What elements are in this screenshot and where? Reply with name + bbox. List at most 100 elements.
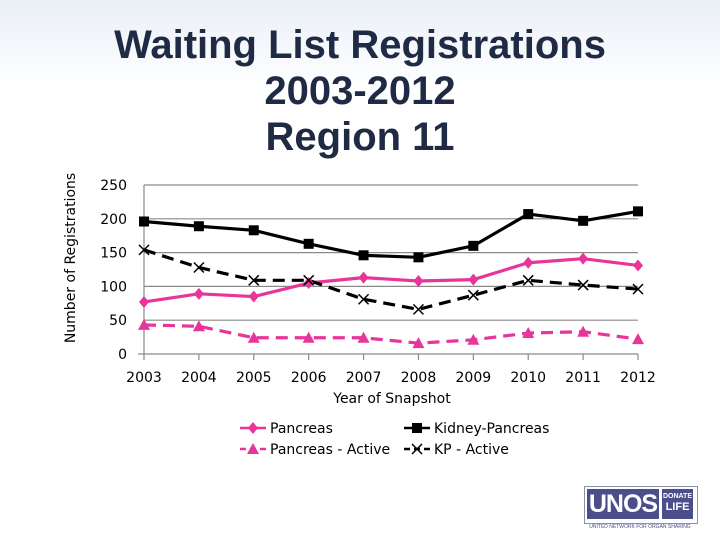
badge-line-1: DONATE — [662, 493, 693, 500]
logo-wordmark: UNOS — [587, 489, 659, 519]
x-tick-label-2011: 2011 — [565, 370, 601, 386]
point-kidney-pancreas-2004 — [193, 221, 204, 232]
legend-entry-kp-active: KP - Active — [404, 442, 509, 458]
series-line-pancreas-active — [143, 323, 639, 345]
point-kp-active-2009-b — [467, 289, 479, 301]
x-tick-label-2009: 2009 — [456, 370, 492, 386]
point-kidney-pancreas-2003 — [139, 216, 149, 227]
donate-life-badge: DONATE LIFE — [662, 489, 693, 519]
legend-label-pancreas-active: Pancreas - Active — [270, 442, 390, 458]
point-pancreas-2004 — [193, 287, 204, 300]
series-markers — [138, 206, 644, 349]
series-lines — [143, 209, 639, 345]
x-axis-title: Year of Snapshot — [332, 391, 451, 407]
point-kidney-pancreas-2009 — [468, 240, 479, 251]
point-pancreas-active-2006 — [302, 331, 315, 343]
point-kidney-pancreas-2011 — [578, 215, 589, 226]
title-line-2: 2003-2012 — [264, 69, 456, 113]
series-line-pancreas — [143, 257, 639, 304]
point-pancreas-active-2007 — [357, 331, 370, 343]
unos-logo: UNOS DONATE LIFE UNITED NETWORK FOR ORGA… — [584, 486, 698, 532]
badge-line-2: LIFE — [665, 501, 690, 513]
y-tick-labels: 0 50 100 150 200 250 — [100, 178, 127, 363]
series-line-kp-active — [143, 248, 639, 311]
point-pancreas-active-2005 — [247, 331, 260, 343]
y-tick-label-100: 100 — [100, 279, 127, 295]
legend-swatch-marker-kidney-pancreas — [412, 423, 422, 433]
series-line-kidney-pancreas — [143, 209, 639, 259]
x-tick-label-2006: 2006 — [291, 370, 327, 386]
legend-entry-pancreas: Pancreas — [240, 421, 333, 437]
point-kp-active-2005-b — [248, 274, 260, 286]
y-tick-label-0: 0 — [118, 347, 127, 363]
point-pancreas-active-2011 — [577, 325, 590, 337]
point-kp-active-2011-b — [577, 279, 589, 291]
y-tick-label-250: 250 — [100, 178, 127, 194]
point-kp-active-2004 — [193, 261, 205, 274]
point-pancreas-active-2010 — [522, 327, 535, 339]
point-pancreas-active-2003 — [138, 318, 150, 330]
x-tick-label-2007: 2007 — [346, 370, 382, 386]
point-pancreas-2011 — [578, 252, 589, 265]
title-line-3: Region 11 — [265, 115, 455, 159]
point-kp-active-2007-b — [358, 293, 370, 305]
point-kidney-pancreas-2012 — [633, 206, 643, 217]
y-axis-title: Number of Registrations — [63, 173, 79, 343]
x-tick-label-2003: 2003 — [126, 370, 162, 386]
legend-entry-pancreas-active: Pancreas - Active — [240, 442, 390, 458]
x-tick-label-2010: 2010 — [510, 370, 546, 386]
legend-label-kp-active: KP - Active — [434, 442, 509, 458]
point-kp-active-2003-b — [138, 244, 150, 256]
point-kp-active-2010-b — [522, 274, 534, 286]
point-kp-active-2007 — [358, 293, 370, 305]
point-kp-active-2012-b — [632, 283, 644, 295]
logo-subtitle: UNITED NETWORK FOR ORGAN SHARING — [589, 524, 691, 530]
point-kp-active-2003 — [138, 244, 150, 256]
point-kp-active-2010 — [522, 274, 534, 286]
legend-entry-kidney-pancreas: Kidney-Pancreas — [404, 421, 549, 437]
point-kp-active-2012 — [632, 283, 644, 295]
x-tick-label-2008: 2008 — [401, 370, 437, 386]
legend-label-pancreas: Pancreas — [270, 421, 333, 437]
point-kidney-pancreas-2008 — [413, 252, 424, 263]
point-pancreas-2006 — [303, 277, 314, 290]
point-kidney-pancreas-2010 — [523, 209, 534, 220]
point-kidney-pancreas-2005 — [248, 225, 259, 236]
point-pancreas-active-2008 — [412, 337, 425, 349]
point-pancreas-2010 — [523, 256, 534, 269]
slide-title: Waiting List Registrations 2003-2012 Reg… — [40, 22, 680, 160]
background-wash — [0, 0, 720, 90]
point-pancreas-active-2012 — [632, 333, 644, 345]
x-tick-label-2004: 2004 — [181, 370, 217, 386]
point-kidney-pancreas-2006 — [303, 238, 314, 249]
legend-swatch-marker-kp-active — [411, 443, 423, 455]
point-kp-active-2008 — [412, 303, 424, 315]
point-pancreas-2008 — [413, 274, 424, 287]
point-pancreas-2009 — [468, 273, 479, 286]
legend-swatch-marker-pancreas-active — [247, 443, 259, 454]
point-pancreas-2012 — [633, 259, 643, 272]
point-kp-active-2011 — [577, 279, 589, 291]
point-pancreas-active-2004 — [192, 320, 205, 332]
x-tick-label-2005: 2005 — [236, 370, 272, 386]
legend-swatch-marker-pancreas — [248, 422, 258, 434]
y-tick-label-200: 200 — [100, 212, 127, 228]
point-kp-active-2006-b — [303, 274, 315, 286]
x-tick-label-2012: 2012 — [620, 370, 656, 386]
point-pancreas-2005 — [248, 290, 259, 303]
gridlines — [144, 184, 638, 321]
y-tick-label-50: 50 — [109, 313, 127, 329]
point-pancreas-2003 — [139, 295, 149, 308]
point-kp-active-2006 — [303, 274, 315, 286]
point-kp-active-2005 — [248, 274, 260, 286]
title-line-1: Waiting List Registrations — [114, 23, 606, 67]
legend-label-kidney-pancreas: Kidney-Pancreas — [434, 421, 549, 437]
point-kp-active-2004-b — [193, 261, 205, 274]
legend-swatch-marker-kp-active-b — [411, 443, 423, 455]
point-kp-active-2009 — [467, 289, 479, 301]
y-tick-label-150: 150 — [100, 246, 127, 262]
point-pancreas-active-2009 — [467, 333, 480, 345]
point-kidney-pancreas-2007 — [358, 250, 369, 261]
point-pancreas-2007 — [358, 271, 369, 284]
